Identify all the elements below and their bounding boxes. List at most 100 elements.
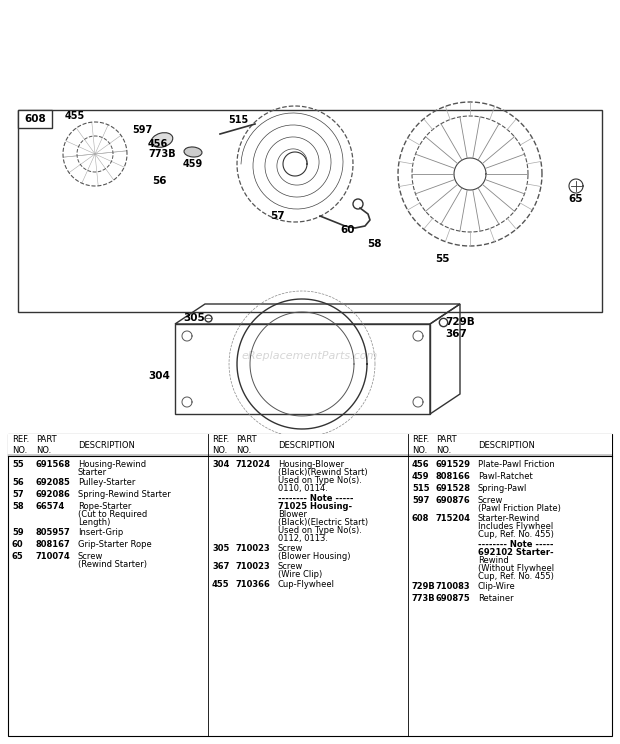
Text: Cup, Ref. No. 455): Cup, Ref. No. 455) (478, 530, 554, 539)
Text: Length): Length) (78, 518, 110, 527)
Text: 515: 515 (228, 115, 248, 125)
Text: Rope-Starter: Rope-Starter (78, 502, 131, 511)
Text: 691568: 691568 (36, 460, 71, 469)
Text: 305: 305 (212, 544, 229, 553)
Text: 456: 456 (412, 460, 430, 469)
Text: 66574: 66574 (36, 502, 65, 511)
Text: 304: 304 (212, 460, 229, 469)
Text: Clip-Wire: Clip-Wire (478, 582, 516, 591)
Text: DESCRIPTION: DESCRIPTION (478, 440, 535, 449)
Text: 710083: 710083 (436, 582, 471, 591)
Text: 608: 608 (24, 114, 46, 124)
Text: Includes Flywheel: Includes Flywheel (478, 522, 553, 531)
Text: Pawl-Ratchet: Pawl-Ratchet (478, 472, 533, 481)
Text: Cup, Ref. No. 455): Cup, Ref. No. 455) (478, 572, 554, 581)
Text: REF.
NO.: REF. NO. (212, 435, 229, 455)
Text: 455: 455 (65, 111, 86, 121)
Bar (8, 434, 612, 456)
Text: 710074: 710074 (36, 552, 71, 561)
Bar (18, 110, 602, 312)
Text: 805957: 805957 (36, 528, 71, 537)
Text: Insert-Grip: Insert-Grip (78, 528, 123, 537)
Text: 710366: 710366 (236, 580, 271, 589)
Text: REF.
NO.: REF. NO. (412, 435, 429, 455)
Text: 57: 57 (12, 490, 24, 499)
Text: eReplacementParts.com: eReplacementParts.com (242, 351, 378, 361)
Text: 808166: 808166 (436, 472, 471, 481)
Text: Used on Type No(s).: Used on Type No(s). (278, 526, 362, 535)
Text: 459: 459 (412, 472, 430, 481)
Text: Pulley-Starter: Pulley-Starter (78, 478, 135, 487)
Text: 455: 455 (212, 580, 229, 589)
Text: Plate-Pawl Friction: Plate-Pawl Friction (478, 460, 555, 469)
Text: 710023: 710023 (236, 544, 271, 553)
Text: 71025 Housing-: 71025 Housing- (278, 502, 352, 511)
Text: Housing-Blower: Housing-Blower (278, 460, 344, 469)
Ellipse shape (151, 132, 173, 147)
Text: 690875: 690875 (436, 594, 471, 603)
Text: 60: 60 (12, 540, 24, 549)
Text: (Rewind Starter): (Rewind Starter) (78, 560, 147, 569)
Text: 597: 597 (412, 496, 430, 505)
Text: 515: 515 (412, 484, 430, 493)
Text: 59: 59 (12, 528, 24, 537)
Text: Screw: Screw (278, 544, 303, 553)
Text: (Without Flywheel: (Without Flywheel (478, 564, 554, 573)
Text: 55: 55 (12, 460, 24, 469)
Text: 808167: 808167 (36, 540, 71, 549)
Text: Blower: Blower (278, 510, 307, 519)
Text: Used on Type No(s).: Used on Type No(s). (278, 476, 362, 485)
Text: 608: 608 (412, 514, 430, 523)
Text: 57: 57 (270, 211, 285, 221)
Text: (Black)(Electric Start): (Black)(Electric Start) (278, 518, 368, 527)
Text: Screw: Screw (478, 496, 503, 505)
Text: Retainer: Retainer (478, 594, 513, 603)
Text: Starter: Starter (78, 468, 107, 477)
Text: Screw: Screw (278, 562, 303, 571)
Text: PART
NO.: PART NO. (236, 435, 257, 455)
Text: Spring-Pawl: Spring-Pawl (478, 484, 528, 493)
Text: 58: 58 (12, 502, 24, 511)
Text: Screw: Screw (78, 552, 104, 561)
Text: 597: 597 (132, 125, 153, 135)
Text: Starter-Rewind: Starter-Rewind (478, 514, 541, 523)
Text: 0110, 0114.: 0110, 0114. (278, 484, 328, 493)
Text: 691528: 691528 (436, 484, 471, 493)
Text: Rewind: Rewind (478, 556, 509, 565)
Text: 65: 65 (568, 194, 583, 204)
Text: 56: 56 (152, 176, 167, 186)
Text: 692086: 692086 (36, 490, 71, 499)
Text: Grip-Starter Rope: Grip-Starter Rope (78, 540, 152, 549)
Text: (Black)(Rewind Start): (Black)(Rewind Start) (278, 468, 368, 477)
Text: Cup-Flywheel: Cup-Flywheel (278, 580, 335, 589)
Text: Housing-Rewind: Housing-Rewind (78, 460, 146, 469)
Text: 0112, 0113.: 0112, 0113. (278, 534, 328, 543)
Text: 367: 367 (212, 562, 229, 571)
Text: 305: 305 (184, 313, 205, 323)
Text: DESCRIPTION: DESCRIPTION (278, 440, 335, 449)
Text: (Blower Housing): (Blower Housing) (278, 552, 350, 561)
Text: 58: 58 (367, 239, 381, 249)
Text: 459: 459 (183, 159, 203, 169)
Text: REF.
NO.: REF. NO. (12, 435, 29, 455)
Text: (Pawl Friction Plate): (Pawl Friction Plate) (478, 504, 561, 513)
Text: 712024: 712024 (236, 460, 271, 469)
Text: Spring-Rewind Starter: Spring-Rewind Starter (78, 490, 170, 499)
Text: 729B: 729B (445, 317, 475, 327)
Text: 56: 56 (12, 478, 24, 487)
Text: -------- Note -----: -------- Note ----- (278, 494, 353, 503)
Text: 690876: 690876 (436, 496, 471, 505)
Text: PART
NO.: PART NO. (436, 435, 456, 455)
Text: DESCRIPTION: DESCRIPTION (78, 440, 135, 449)
Text: 729B: 729B (412, 582, 436, 591)
Text: (Wire Clip): (Wire Clip) (278, 570, 322, 579)
Text: 65: 65 (12, 552, 24, 561)
Bar (8, 434, 612, 736)
Text: 304: 304 (148, 371, 170, 381)
Text: 715204: 715204 (436, 514, 471, 523)
Text: 60: 60 (340, 225, 355, 235)
Text: 367: 367 (445, 329, 467, 339)
Text: 773B: 773B (148, 149, 175, 159)
Ellipse shape (184, 147, 202, 157)
Text: 55: 55 (435, 254, 449, 264)
